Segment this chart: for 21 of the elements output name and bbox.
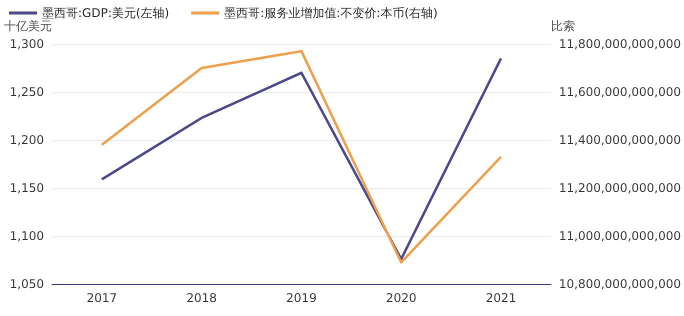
y-axis-title: 十亿美元 (4, 19, 52, 33)
y-tick-label: 1,100 (10, 229, 44, 243)
legend-label: 墨西哥:服务业增加值:不变价:本币(右轴) (224, 6, 438, 20)
y-tick-label: 1,200 (10, 133, 44, 147)
y2-tick-label: 11,200,000,000,000 (558, 181, 682, 195)
x-tick-label: 2018 (186, 291, 217, 305)
y2-tick-label: 10,800,000,000,000 (558, 277, 682, 291)
x-tick-label: 2019 (286, 291, 317, 305)
y-tick-label: 1,300 (10, 37, 44, 51)
y2-tick-label: 11,600,000,000,000 (558, 85, 682, 99)
x-tick-label: 2020 (386, 291, 416, 305)
y2-tick-label: 11,800,000,000,000 (558, 37, 682, 51)
legend-label: 墨西哥:GDP:美元(左轴) (42, 6, 170, 20)
y2-tick-label: 11,000,000,000,000 (558, 229, 682, 243)
y2-tick-label: 11,400,000,000,000 (558, 133, 682, 147)
y2-axis-title: 比索 (550, 19, 575, 33)
y-tick-label: 1,050 (10, 277, 44, 291)
y-tick-label: 1,150 (10, 181, 44, 195)
y-tick-label: 1,250 (10, 85, 44, 99)
x-tick-label: 2021 (486, 291, 516, 305)
x-tick-label: 2017 (86, 291, 118, 305)
